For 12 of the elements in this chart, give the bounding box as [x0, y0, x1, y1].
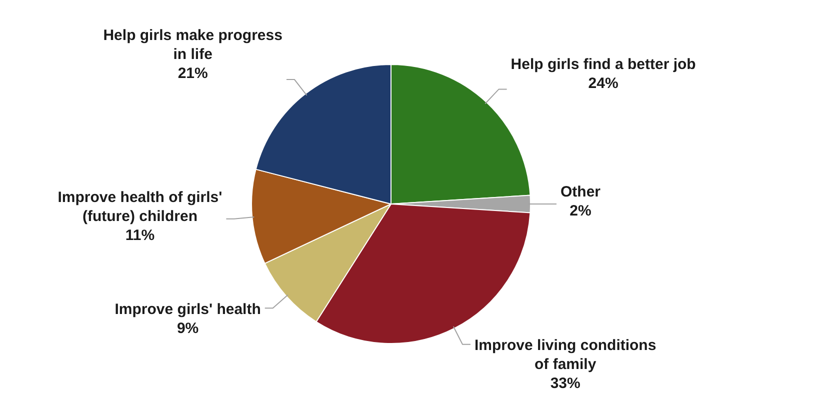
data-label: 21% — [178, 65, 208, 82]
slice-label: Other — [560, 184, 601, 201]
slice-label: Improve girls' health — [114, 300, 261, 318]
slice-label: Help girls find a better job — [510, 56, 696, 73]
data-label: 24% — [588, 74, 618, 92]
slice-label: Improve health of girls' (future) children — [58, 188, 222, 225]
data-label: 11% — [125, 226, 155, 244]
data-label: 9% — [176, 320, 199, 337]
slice-label: Help girls make progress in life — [103, 27, 282, 64]
data-label: 33% — [550, 374, 580, 392]
slice-label: Improve living conditions of family — [474, 336, 656, 373]
data-label: 2% — [570, 202, 592, 220]
